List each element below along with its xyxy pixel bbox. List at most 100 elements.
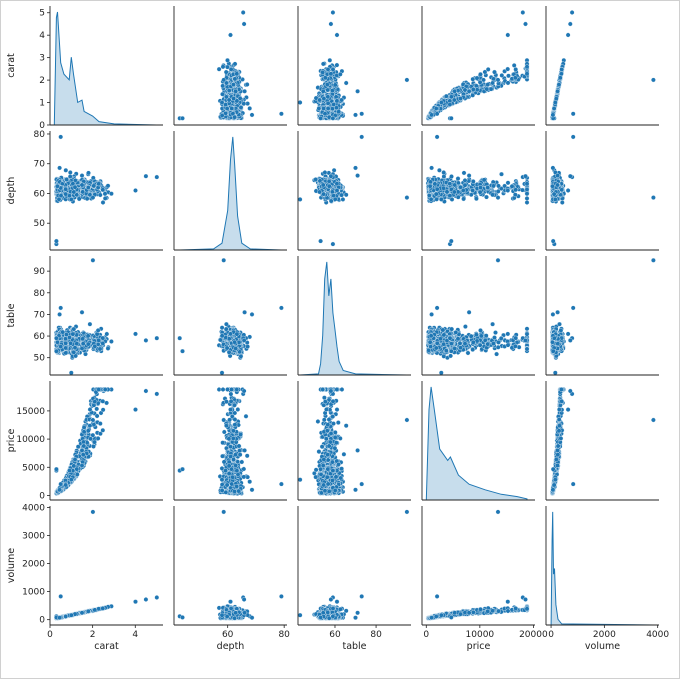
- scatter-point: [557, 75, 563, 81]
- scatter-point: [441, 170, 447, 175]
- scatter-point: [404, 77, 410, 83]
- scatter-point: [224, 106, 230, 111]
- scatter-point: [100, 200, 106, 205]
- scatter-point: [506, 73, 511, 79]
- scatter-point: [470, 92, 476, 98]
- scatter-point: [330, 88, 335, 93]
- scatter-point: [499, 73, 505, 78]
- scatter-point: [470, 179, 476, 184]
- scatter-point: [226, 97, 232, 103]
- scatter-point: [513, 187, 519, 193]
- scatter-point: [443, 93, 449, 99]
- scatter-point: [332, 82, 338, 88]
- scatter-point: [54, 238, 59, 244]
- scatter-point: [512, 192, 518, 198]
- scatter-point: [524, 187, 530, 192]
- scatter-point: [228, 67, 234, 72]
- scatter-point: [470, 76, 476, 82]
- scatter-point: [321, 106, 326, 111]
- scatter-point: [320, 182, 326, 188]
- scatter-point: [327, 57, 333, 63]
- scatter-point: [247, 106, 253, 111]
- panel-carat-vs-volume: [545, 6, 659, 126]
- scatter-point: [334, 32, 340, 38]
- scatter-point: [68, 197, 74, 202]
- scatter-point: [523, 21, 528, 27]
- scatter-point: [477, 79, 483, 85]
- scatter-point: [520, 10, 526, 15]
- scatter-point: [85, 185, 91, 190]
- scatter-point: [133, 188, 138, 193]
- scatter-point: [481, 177, 487, 183]
- scatter-point: [455, 176, 461, 181]
- scatter-point: [238, 105, 244, 110]
- scatter-point: [234, 71, 240, 77]
- scatter-point: [325, 87, 331, 93]
- scatter-point: [324, 82, 330, 87]
- scatter-point: [505, 66, 511, 72]
- scatter-point: [316, 106, 322, 111]
- scatter-point: [330, 106, 335, 112]
- scatter-point: [331, 167, 337, 173]
- kde-depth: [179, 136, 282, 251]
- scatter-point: [321, 96, 327, 101]
- scatter-point: [428, 196, 434, 202]
- scatter-point: [76, 196, 82, 202]
- scatter-point: [359, 111, 365, 117]
- scatter-point: [477, 189, 483, 195]
- scatter-point: [340, 197, 346, 202]
- scatter-point: [63, 186, 69, 192]
- scatter-point: [71, 189, 77, 195]
- scatter-point: [232, 76, 238, 82]
- scatter-point: [466, 173, 472, 178]
- scatter-point: [441, 185, 446, 191]
- scatter-point: [67, 170, 73, 175]
- scatter-point: [58, 134, 64, 140]
- scatter-point: [333, 94, 339, 100]
- scatter-point: [355, 173, 360, 178]
- scatter-point: [555, 88, 560, 94]
- scatter-point: [223, 69, 229, 75]
- scatter-point: [470, 87, 476, 92]
- scatter-point: [219, 100, 225, 105]
- scatter-point: [321, 191, 326, 197]
- scatter-point: [524, 64, 530, 70]
- scatter-point: [474, 75, 480, 81]
- scatter-point: [495, 77, 501, 83]
- scatter-point: [462, 87, 468, 93]
- scatter-point: [231, 96, 236, 101]
- scatter-point: [458, 96, 463, 101]
- scatter-point: [485, 67, 491, 72]
- scatter-point: [331, 102, 337, 107]
- scatter-point: [353, 165, 358, 171]
- scatter-point: [461, 170, 467, 176]
- scatter-point: [451, 189, 457, 195]
- scatter-point: [520, 187, 525, 193]
- scatter-point: [231, 82, 236, 87]
- scatter-point: [64, 177, 69, 182]
- scatter-point: [216, 66, 222, 72]
- scatter-point: [229, 106, 235, 111]
- scatter-point: [651, 77, 656, 83]
- scatter-point: [437, 167, 442, 173]
- scatter-point: [55, 183, 60, 189]
- scatter-point: [297, 197, 303, 202]
- scatter-point: [334, 188, 340, 193]
- scatter-point: [428, 179, 433, 185]
- scatter-point: [495, 195, 501, 200]
- scatter-point: [72, 184, 78, 190]
- scatter-point: [84, 196, 90, 202]
- scatter-point: [343, 80, 349, 86]
- scatter-point: [429, 165, 434, 171]
- scatter-point: [485, 82, 491, 87]
- scatter-point: [343, 192, 349, 198]
- scatter-point: [438, 100, 444, 105]
- scatter-point: [339, 97, 344, 103]
- scatter-point: [524, 181, 530, 187]
- scatter-point: [334, 181, 340, 187]
- scatter-point: [57, 165, 62, 171]
- scatter-point: [496, 183, 501, 189]
- panel-depth-vs-table: [297, 131, 411, 251]
- scatter-point: [359, 134, 365, 140]
- scatter-point: [524, 191, 530, 197]
